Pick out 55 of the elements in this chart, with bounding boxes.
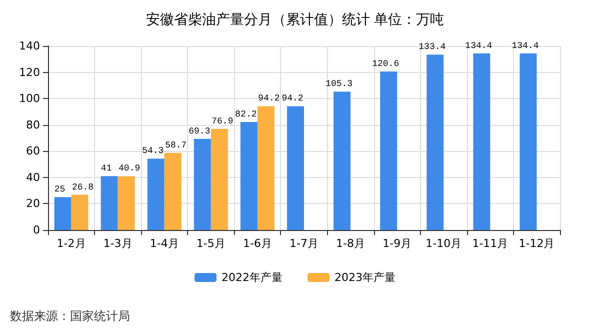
source-note: 数据来源：国家统计局: [10, 309, 130, 323]
bar: [100, 176, 118, 230]
data-label: 82.2: [235, 109, 257, 120]
bar: [210, 128, 228, 230]
y-tick-label: 20: [26, 197, 40, 210]
x-tick-label: 1-7月: [290, 237, 318, 250]
bar: [473, 53, 490, 230]
y-tick-label: 40: [26, 170, 40, 184]
x-tick-label: 1-9月: [382, 237, 412, 250]
data-label: 105.3: [326, 79, 353, 90]
x-tick-label: 1-5月: [196, 237, 226, 250]
bar: [334, 92, 351, 230]
chart-title: 安徽省柴油产量分月（累计值）统计 单位：万吨: [146, 12, 444, 28]
x-tick-label: 1-3月: [103, 237, 132, 250]
y-tick-label: 0: [33, 224, 40, 236]
data-label: 26.8: [72, 182, 94, 192]
bar: [287, 106, 304, 230]
bar: [520, 53, 537, 230]
data-label: 134.4: [512, 40, 539, 51]
bar: [164, 152, 182, 230]
bar: [71, 194, 88, 230]
bar: [380, 71, 398, 230]
data-label: 133.4: [418, 42, 446, 52]
x-tick-label: 1-6月: [242, 237, 272, 250]
y-tick-label: 100: [19, 92, 40, 106]
legend-label: 2022年产量: [222, 271, 283, 284]
y-tick-label: 120: [19, 66, 40, 79]
bar: [194, 138, 211, 230]
data-label: 25: [54, 184, 66, 195]
x-tick-label: 1-10月: [426, 237, 462, 250]
x-tick-label: 1-8月: [336, 237, 366, 250]
y-tick-label: 60: [26, 144, 40, 158]
data-label: 41: [100, 164, 112, 174]
data-label: 134.4: [465, 40, 492, 51]
data-label: 40.9: [118, 164, 140, 174]
y-tick-label: 80: [26, 118, 40, 132]
data-label: 94.2: [282, 94, 304, 104]
bar: [54, 197, 72, 230]
x-tick-label: 1-2月: [56, 237, 86, 250]
data-label: 120.6: [372, 58, 400, 69]
x-tick-label: 1-4月: [150, 237, 179, 250]
bar: [147, 158, 164, 230]
data-label: 54.3: [142, 146, 164, 156]
bar: [257, 106, 274, 230]
data-label: 94.2: [258, 94, 280, 104]
data-label: 69.3: [188, 126, 210, 136]
legend-label: 2023年产量: [334, 271, 396, 284]
bar: [118, 176, 135, 230]
data-label: 76.9: [212, 116, 234, 126]
bar: [426, 54, 444, 230]
y-tick-label: 140: [19, 40, 40, 52]
bar: [240, 122, 258, 230]
data-label: 58.7: [165, 140, 187, 150]
x-tick-label: 1-12月: [518, 237, 555, 250]
x-tick-label: 1-11月: [472, 237, 508, 250]
